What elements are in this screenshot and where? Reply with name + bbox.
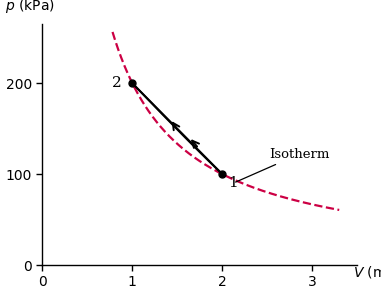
Text: Isotherm: Isotherm	[235, 148, 330, 182]
X-axis label: $V$ (m$^3$): $V$ (m$^3$)	[353, 263, 381, 282]
Y-axis label: $p$ (kPa): $p$ (kPa)	[5, 0, 54, 14]
Text: 1: 1	[228, 176, 237, 190]
Text: 2: 2	[112, 76, 122, 90]
